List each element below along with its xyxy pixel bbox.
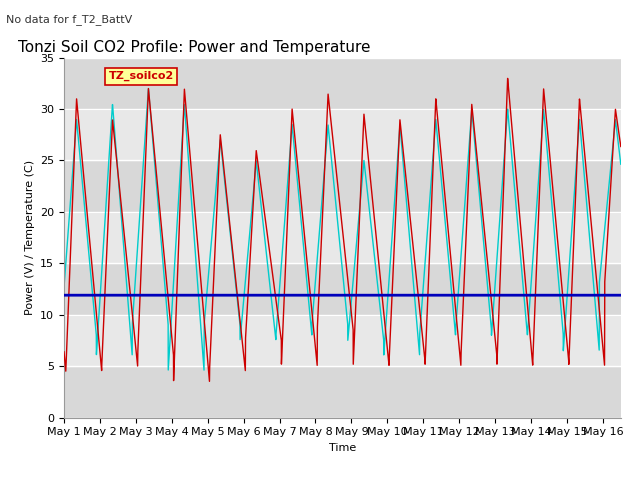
Text: Tonzi Soil CO2 Profile: Power and Temperature: Tonzi Soil CO2 Profile: Power and Temper…: [18, 40, 370, 55]
Text: No data for f_T2_BattV: No data for f_T2_BattV: [6, 14, 132, 25]
Text: TZ_soilco2: TZ_soilco2: [109, 71, 174, 82]
Bar: [64, 212, 621, 264]
Bar: [64, 109, 621, 160]
Bar: [64, 58, 621, 109]
Bar: [64, 264, 621, 315]
X-axis label: Time: Time: [329, 443, 356, 453]
Y-axis label: Power (V) / Temperature (C): Power (V) / Temperature (C): [24, 160, 35, 315]
Bar: [64, 160, 621, 212]
Bar: [64, 315, 621, 366]
Bar: [64, 366, 621, 418]
